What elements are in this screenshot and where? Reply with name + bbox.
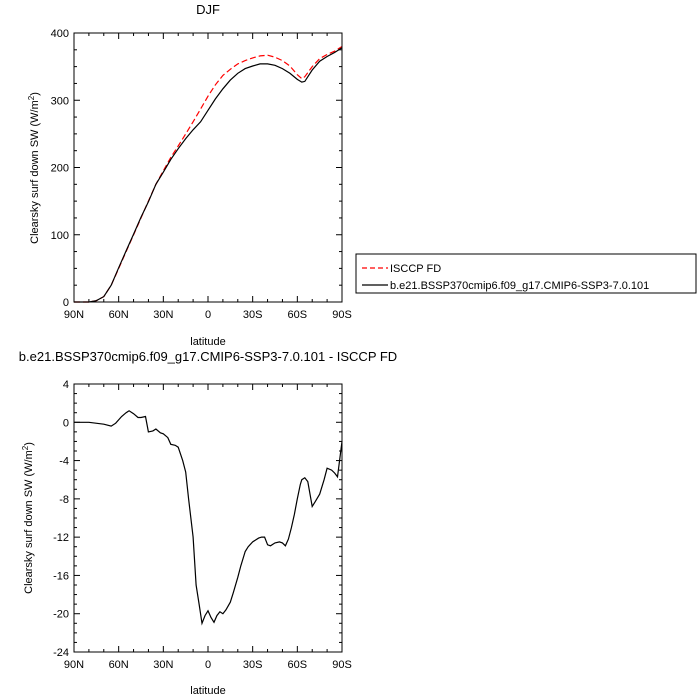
chart-top-x-tick-label: 90S: [332, 309, 352, 321]
chart-top-series-line-0: [74, 45, 343, 303]
chart-bottom-y-axis-title-end: ): [23, 442, 35, 446]
chart-bottom-y-axis-title: Clearsky surf down SW (W/m2): [21, 442, 35, 594]
chart-top-y-ticks: 0 100 200 300 400: [51, 28, 342, 309]
chart-bottom-x-tick-label: 90S: [332, 659, 352, 671]
chart-top-x-tick-label: 30N: [153, 309, 173, 321]
chart-top-x-tick-label: 60S: [288, 309, 308, 321]
chart-bottom-x-axis-title: latitude: [190, 685, 225, 697]
chart-top-frame: [73, 32, 343, 303]
chart-top-y-axis-title-sup: 2: [27, 95, 36, 100]
chart-bottom-y-tick-label: -16: [53, 570, 69, 582]
chart-top-x-tick-label: 90N: [64, 309, 84, 321]
chart-bottom-y-tick-label: -20: [53, 609, 69, 621]
chart-top: DJF 0 100 200 300 400 90N 60N 30N 0 30S 60S 90S la…: [27, 2, 697, 348]
chart-top-y-tick-label: 400: [51, 28, 69, 40]
legend-label-model: b.e21.BSSP370cmip6.f09_g17.CMIP6-SSP3-7.…: [390, 280, 649, 292]
chart-bottom-y-tick-label: 0: [63, 417, 69, 429]
chart-bottom-y-axis-title-sup: 2: [21, 445, 30, 450]
chart-bottom-x-tick-label: 0: [205, 659, 211, 671]
chart-bottom-x-tick-label: 60S: [288, 659, 308, 671]
legend-box: [355, 253, 697, 294]
chart-top-legend: ISCCP FD b.e21.BSSP370cmip6.f09_g17.CMIP…: [355, 253, 697, 294]
chart-top-plot-area: [74, 45, 343, 303]
chart-bottom-x-tick-label: 60N: [109, 659, 129, 671]
chart-top-y-tick-label: 100: [51, 230, 69, 242]
chart-top-x-axis-title: latitude: [190, 336, 225, 348]
legend-label-isccp: ISCCP FD: [390, 263, 441, 275]
chart-bottom-y-tick-label: 4: [63, 379, 69, 391]
chart-top-y-axis-title-end: ): [29, 92, 41, 96]
chart-top-x-tick-label: 0: [205, 309, 211, 321]
chart-top-y-tick-label: 0: [63, 297, 69, 309]
chart-bottom-plot-area: [74, 410, 343, 626]
chart-bottom-y-ticks: 4 0 -4 -8 -12 -16 -20 -24: [53, 379, 342, 659]
chart-top-y-axis-title: Clearsky surf down SW (W/m2): [27, 92, 41, 244]
chart-bottom-y-tick-label: -8: [59, 494, 69, 506]
chart-bottom-x-tick-label: 30N: [153, 659, 173, 671]
chart-bottom-title: b.e21.BSSP370cmip6.f09_g17.CMIP6-SSP3-7.…: [19, 349, 397, 364]
chart-bottom-x-tick-label: 90N: [64, 659, 84, 671]
chart-bottom-x-ticks: 90N 60N 30N 0 30S 60S 90S: [64, 384, 352, 671]
chart-top-y-tick-label: 200: [51, 163, 69, 175]
chart-bottom-y-tick-label: -4: [59, 456, 69, 468]
chart-bottom-y-axis-title-main: Clearsky surf down SW (W/m: [23, 450, 35, 594]
chart-bottom-y-tick-label: -24: [53, 647, 69, 659]
chart-top-series-line-1: [74, 47, 343, 303]
chart-top-title: DJF: [196, 2, 220, 17]
chart-bottom-series-line-0: [74, 410, 343, 626]
chart-top-y-axis-title-main: Clearsky surf down SW (W/m: [29, 100, 41, 244]
chart-top-y-tick-label: 300: [51, 95, 69, 107]
chart-bottom-y-tick-label: -12: [53, 532, 69, 544]
chart-bottom: b.e21.BSSP370cmip6.f09_g17.CMIP6-SSP3-7.…: [19, 349, 397, 697]
chart-bottom-x-tick-label: 30S: [243, 659, 263, 671]
chart-top-x-tick-label: 30S: [243, 309, 263, 321]
chart-top-x-ticks: 90N 60N 30N 0 30S 60S 90S: [64, 33, 352, 321]
chart-top-x-tick-label: 60N: [109, 309, 129, 321]
